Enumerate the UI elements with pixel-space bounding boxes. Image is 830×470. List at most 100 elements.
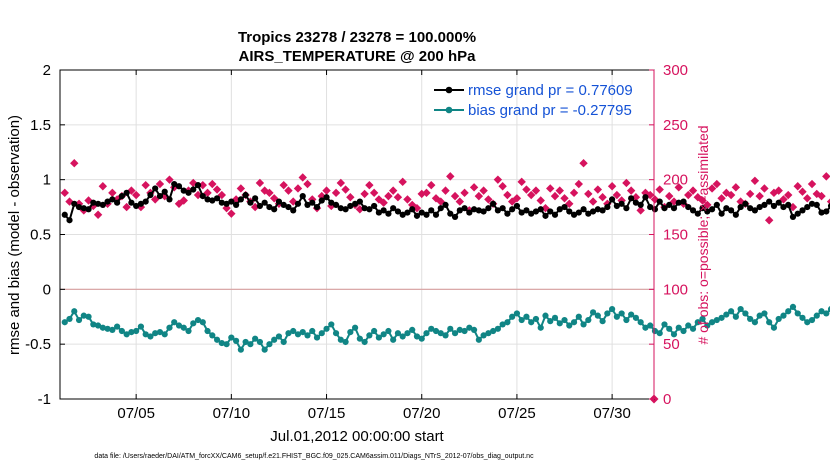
rmse-point [589, 208, 597, 215]
rmse-point [190, 186, 197, 193]
bias-point [418, 335, 425, 342]
x-tick-label: 07/30 [593, 405, 631, 422]
obs-point [793, 182, 802, 191]
obs-point [393, 193, 403, 202]
rmse-point [247, 199, 254, 206]
obs-point [645, 190, 655, 200]
bias-point [556, 320, 563, 327]
rmse-point [813, 201, 820, 208]
bias-point [780, 312, 787, 319]
rmse-point [566, 208, 573, 215]
rmse-point [756, 203, 763, 211]
obs-point [155, 179, 165, 189]
obs-point [584, 189, 593, 199]
rmse-point [371, 202, 378, 210]
rmse-point [485, 205, 492, 212]
obs-point [707, 184, 717, 193]
obs-point [607, 182, 617, 191]
rmse-point [670, 205, 678, 212]
rmse-point [766, 198, 773, 205]
bias-point [190, 320, 197, 327]
bias-point [623, 316, 630, 324]
rmse-point [161, 188, 168, 195]
bias-point [656, 330, 663, 337]
y-axis-right-ticks: 0 50 100 150 200 250 300 [649, 62, 688, 408]
y-right-tick-label: 0 [663, 391, 671, 408]
bias-point [118, 327, 125, 335]
obs-point [750, 176, 760, 185]
obs-point [446, 172, 455, 181]
bias-point [594, 312, 601, 319]
bias-point [328, 321, 335, 328]
rmse-point [99, 201, 106, 208]
bias-point [751, 319, 759, 326]
obs-point [703, 200, 712, 210]
rmse-point [275, 198, 283, 205]
bias-point [385, 327, 392, 335]
obs-point [189, 178, 198, 188]
rmse-point [808, 200, 816, 207]
bias-point [785, 308, 792, 315]
rmse-point [604, 203, 611, 211]
rmse-point [656, 198, 663, 205]
bias-point [375, 334, 382, 341]
obs-point [755, 191, 764, 201]
bias-point [570, 319, 578, 326]
bias-point [566, 322, 573, 329]
rmse-point [775, 199, 782, 206]
rmse-point [818, 209, 825, 216]
obs-point [527, 190, 536, 200]
rmse-series [61, 180, 830, 224]
bias-point [266, 341, 273, 348]
bias-point [233, 337, 240, 344]
rmse-point [366, 206, 373, 213]
obs-point [636, 206, 645, 215]
bias-point [470, 326, 478, 334]
rmse-point [252, 195, 259, 202]
bias-point [318, 330, 325, 337]
obs-point [712, 179, 722, 189]
obs-point [198, 180, 207, 190]
bias-point [194, 316, 202, 324]
bias-point [209, 332, 216, 339]
rmse-point [385, 210, 392, 217]
obs-point [512, 194, 522, 203]
obs-point [284, 186, 293, 195]
bias-point [294, 331, 302, 338]
bias-point [537, 324, 544, 331]
bias-point [742, 310, 749, 317]
rmse-point [551, 211, 559, 218]
rmse-point [466, 209, 473, 216]
rmse-point [447, 210, 454, 217]
obs-point [655, 185, 664, 194]
obs-point [174, 199, 184, 208]
bias-point [475, 336, 482, 343]
obs-point [141, 180, 150, 190]
bias-point [823, 310, 830, 317]
bias-point [466, 324, 473, 331]
bias-point [580, 321, 587, 328]
rmse-point [223, 200, 230, 207]
y-right-tick-label: 50 [663, 336, 680, 353]
bias-point [104, 325, 111, 332]
rmse-point [418, 209, 425, 216]
bias-point [356, 335, 363, 342]
rmse-point [199, 193, 206, 200]
bias-point [604, 310, 611, 317]
obs-point [384, 191, 393, 201]
rmse-point [404, 209, 411, 216]
obs-point [70, 159, 79, 168]
rmse-point [90, 199, 97, 206]
obs-point [822, 172, 830, 181]
bias-point [704, 322, 711, 329]
obs-point [255, 178, 265, 188]
rmse-point [509, 206, 516, 213]
bias-point [794, 310, 801, 317]
rmse-point [390, 205, 397, 212]
rmse-point [242, 191, 249, 199]
obs-point [517, 177, 526, 187]
bias-point [247, 341, 254, 348]
bias-point [404, 330, 411, 337]
obs-point [588, 197, 598, 206]
bias-point [61, 319, 68, 326]
